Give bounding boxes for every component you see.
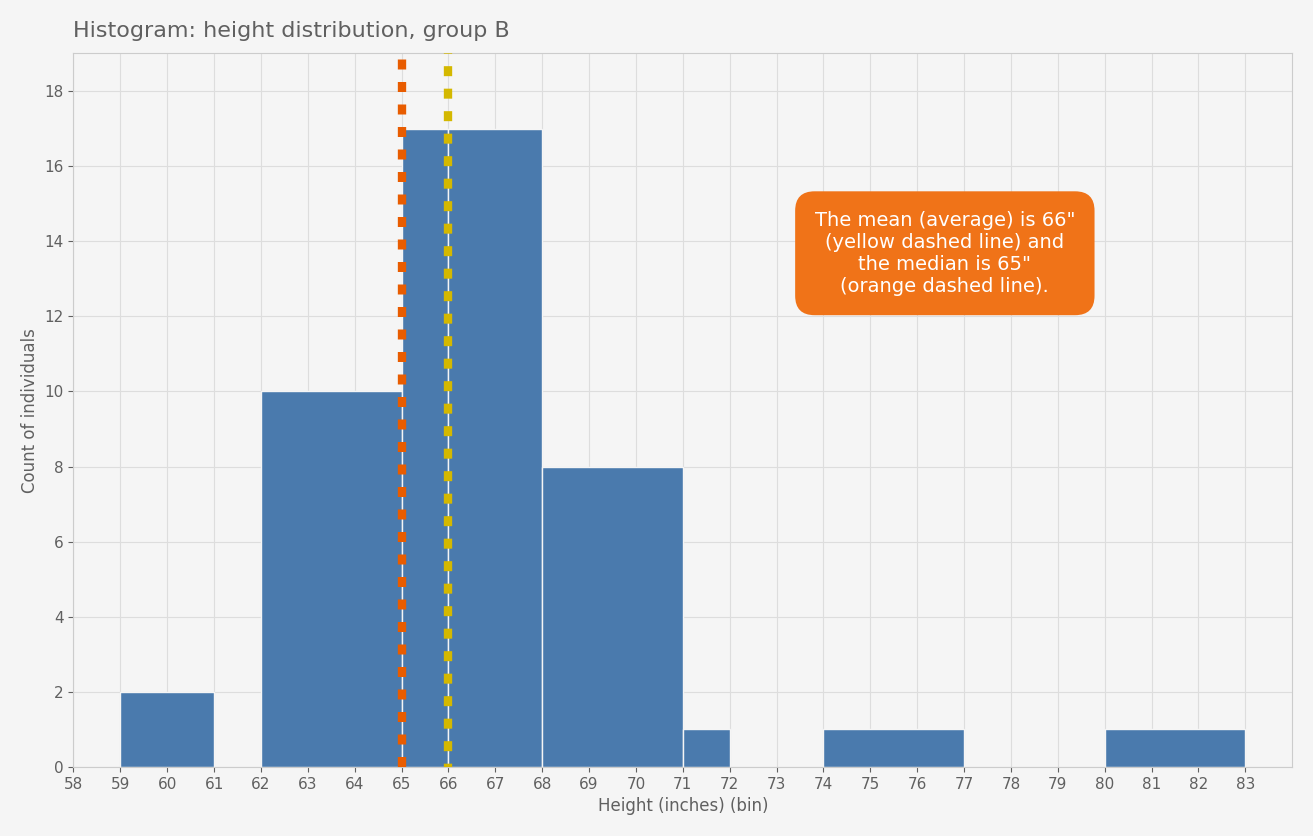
Bar — [683, 729, 730, 767]
Bar — [121, 692, 214, 767]
Bar — [402, 129, 449, 767]
Bar — [542, 466, 683, 767]
Bar — [449, 129, 542, 767]
Text: The mean (average) is 66"
(yellow dashed line) and
the median is 65"
(orange das: The mean (average) is 66" (yellow dashed… — [814, 211, 1075, 296]
X-axis label: Height (inches) (bin): Height (inches) (bin) — [597, 798, 768, 815]
Bar — [261, 391, 402, 767]
Y-axis label: Count of individuals: Count of individuals — [21, 328, 39, 492]
Bar — [1104, 729, 1245, 767]
Bar — [823, 729, 964, 767]
Text: Histogram: height distribution, group B: Histogram: height distribution, group B — [74, 21, 511, 41]
